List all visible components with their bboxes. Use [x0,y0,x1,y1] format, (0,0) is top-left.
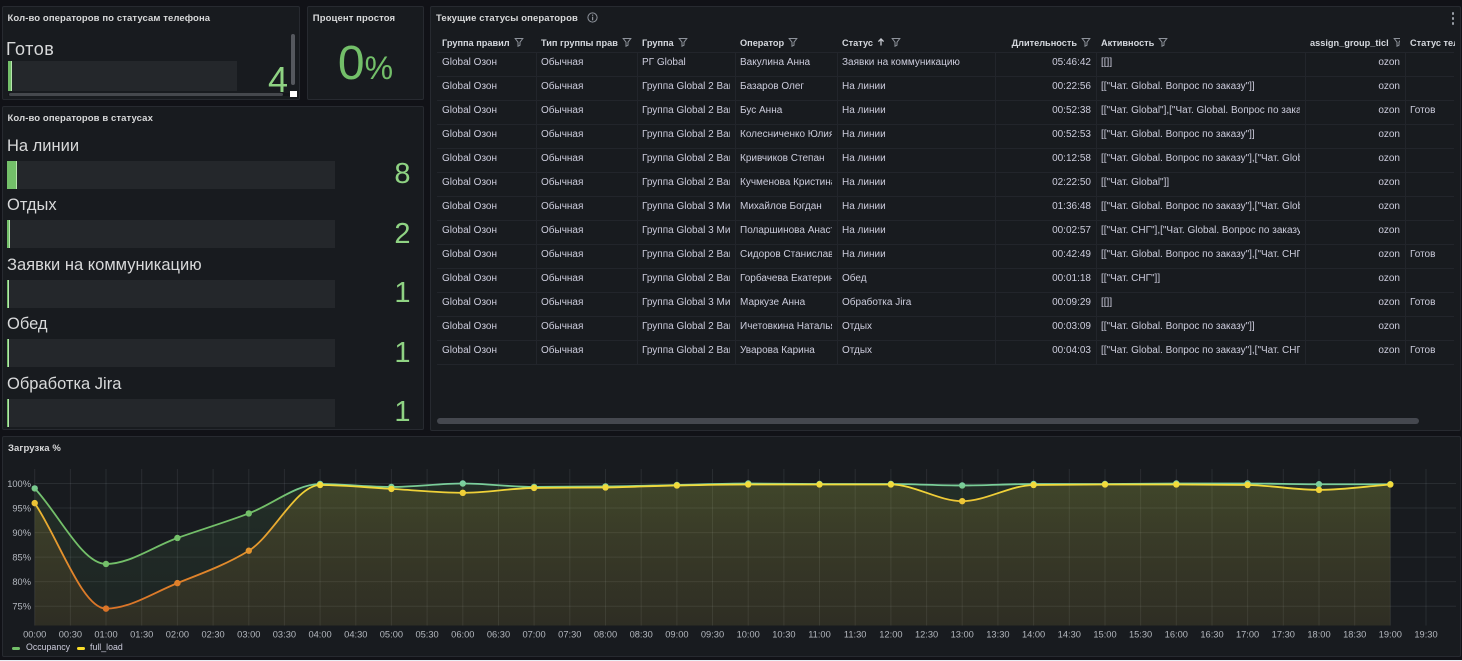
svg-text:16:30: 16:30 [1200,630,1223,640]
svg-text:03:30: 03:30 [273,630,296,640]
svg-text:04:30: 04:30 [344,630,367,640]
svg-text:85%: 85% [12,553,31,563]
svg-text:12:00: 12:00 [879,630,902,640]
svg-text:05:30: 05:30 [415,630,438,640]
svg-text:80%: 80% [12,577,31,587]
svg-text:13:00: 13:00 [951,630,974,640]
svg-text:10:00: 10:00 [737,630,760,640]
svg-text:09:30: 09:30 [701,630,724,640]
svg-text:09:00: 09:00 [665,630,688,640]
svg-text:75%: 75% [12,602,31,612]
svg-text:04:00: 04:00 [308,630,331,640]
svg-text:14:00: 14:00 [1022,630,1045,640]
svg-text:02:30: 02:30 [201,630,224,640]
svg-text:01:30: 01:30 [130,630,153,640]
svg-text:15:00: 15:00 [1093,630,1116,640]
svg-text:19:00: 19:00 [1379,630,1402,640]
svg-text:14:30: 14:30 [1058,630,1081,640]
svg-text:18:00: 18:00 [1307,630,1330,640]
svg-text:00:00: 00:00 [23,630,46,640]
svg-text:08:00: 08:00 [594,630,617,640]
svg-text:100%: 100% [7,479,31,489]
svg-text:03:00: 03:00 [237,630,260,640]
svg-text:19:30: 19:30 [1414,630,1437,640]
svg-text:10:30: 10:30 [772,630,795,640]
svg-text:06:00: 06:00 [451,630,474,640]
svg-text:13:30: 13:30 [986,630,1009,640]
svg-text:15:30: 15:30 [1129,630,1152,640]
svg-text:18:30: 18:30 [1343,630,1366,640]
svg-text:17:30: 17:30 [1272,630,1295,640]
svg-text:08:30: 08:30 [630,630,653,640]
svg-text:00:30: 00:30 [59,630,82,640]
svg-text:95%: 95% [12,504,31,514]
svg-text:07:00: 07:00 [522,630,545,640]
svg-text:16:00: 16:00 [1165,630,1188,640]
svg-text:17:00: 17:00 [1236,630,1259,640]
svg-text:90%: 90% [12,528,31,538]
svg-text:06:30: 06:30 [487,630,510,640]
svg-text:05:00: 05:00 [380,630,403,640]
svg-text:11:30: 11:30 [844,630,867,640]
svg-text:02:00: 02:00 [166,630,189,640]
svg-text:12:30: 12:30 [915,630,938,640]
svg-text:01:00: 01:00 [94,630,117,640]
svg-text:07:30: 07:30 [558,630,581,640]
svg-text:11:00: 11:00 [808,630,831,640]
